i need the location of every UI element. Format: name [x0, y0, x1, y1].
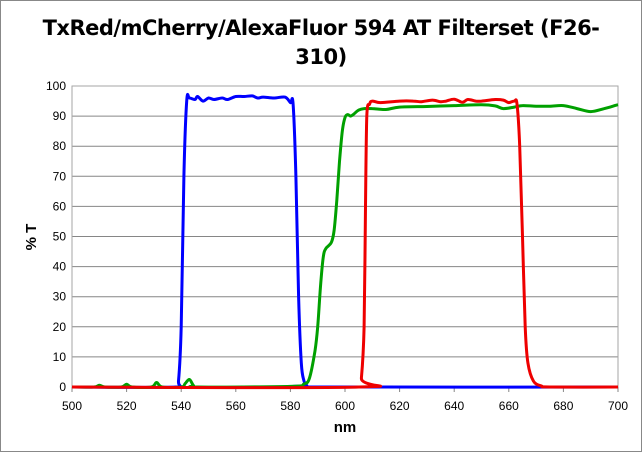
y-tick-label: 40: [53, 260, 67, 274]
y-axis-ticks: 0 10 20 30 40 50 60 70 80 90 100: [46, 79, 66, 394]
y-tick-label: 10: [53, 350, 67, 364]
x-tick-label: 680: [553, 399, 573, 413]
y-tick-label: 0: [59, 380, 66, 394]
x-tick-label: 640: [444, 399, 464, 413]
y-tick-label: 30: [53, 290, 67, 304]
x-tick-label: 600: [335, 399, 355, 413]
x-tick-label: 580: [280, 399, 300, 413]
x-tick-label: 700: [608, 399, 628, 413]
y-tick-label: 60: [53, 199, 67, 213]
x-tick-label: 520: [117, 399, 137, 413]
chart-title: TxRed/mCherry/AlexaFluor 594 AT Filterse…: [0, 14, 642, 72]
y-tick-label: 90: [53, 109, 67, 123]
y-tick-label: 20: [53, 320, 67, 334]
y-tick-label: 70: [53, 169, 67, 183]
y-tick-label: 80: [53, 139, 67, 153]
y-tick-label: 50: [53, 230, 67, 244]
gridlines: [72, 115, 618, 358]
x-tick-label: 620: [390, 399, 410, 413]
x-axis-label: nm: [334, 419, 357, 436]
x-axis-ticks: 500 520 540 560 580 600 620 640 660 680 700: [62, 387, 628, 413]
y-tick-label: 100: [46, 79, 66, 93]
x-tick-label: 540: [171, 399, 191, 413]
chart-title-line-1: TxRed/mCherry/AlexaFluor 594 AT Filterse…: [42, 16, 600, 40]
x-tick-label: 660: [499, 399, 519, 413]
series-line: [71, 103, 619, 390]
series-line: [71, 97, 619, 390]
x-tick-label: 560: [226, 399, 246, 413]
chart-title-line-2: 310): [295, 45, 347, 69]
x-tick-label: 500: [62, 399, 82, 413]
y-axis-label: % T: [23, 224, 40, 251]
series-line: [71, 92, 619, 389]
series-lines: [71, 92, 619, 390]
